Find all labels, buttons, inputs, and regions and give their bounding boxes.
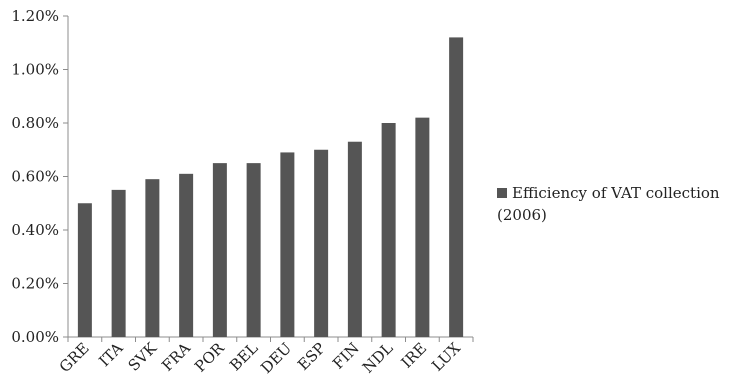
y-tick-label: 0.00%	[11, 328, 59, 346]
bar	[246, 163, 261, 337]
bar	[449, 37, 464, 338]
x-tick-label: IRE	[398, 339, 431, 372]
y-tick-label: 0.60%	[11, 168, 59, 186]
bar	[314, 149, 329, 337]
bar	[415, 117, 430, 338]
x-tick-label: ITA	[95, 339, 126, 370]
bar	[145, 179, 160, 337]
bar	[347, 141, 362, 337]
x-tick-label: BEL	[226, 339, 261, 374]
legend-label: Efficiency of VAT collection (2006)	[497, 184, 720, 224]
y-tick-label: 1.20%	[11, 7, 59, 25]
y-tick-label: 1.00%	[11, 61, 59, 79]
x-tick-label: ESP	[294, 339, 329, 374]
bar	[381, 123, 396, 337]
x-tick-label: FIN	[329, 339, 363, 373]
x-tick-label: SVK	[125, 339, 161, 375]
x-tick-label: DEU	[257, 339, 295, 377]
y-tick-label: 0.40%	[11, 221, 59, 239]
y-tick-label: 0.20%	[11, 275, 59, 293]
x-tick-label: LUX	[428, 339, 464, 375]
x-tick-label: NDL	[359, 339, 397, 377]
bar	[280, 152, 295, 337]
bar	[179, 173, 194, 337]
legend: Efficiency of VAT collection (2006)	[497, 182, 729, 226]
bar	[212, 163, 227, 337]
y-tick-label: 0.80%	[11, 114, 59, 132]
x-tick-label: POR	[191, 339, 228, 376]
legend-swatch	[497, 188, 507, 198]
bar	[77, 203, 92, 337]
x-tick-label: GRE	[56, 339, 93, 376]
x-tick-label: FRA	[158, 339, 194, 375]
bar	[111, 189, 126, 337]
